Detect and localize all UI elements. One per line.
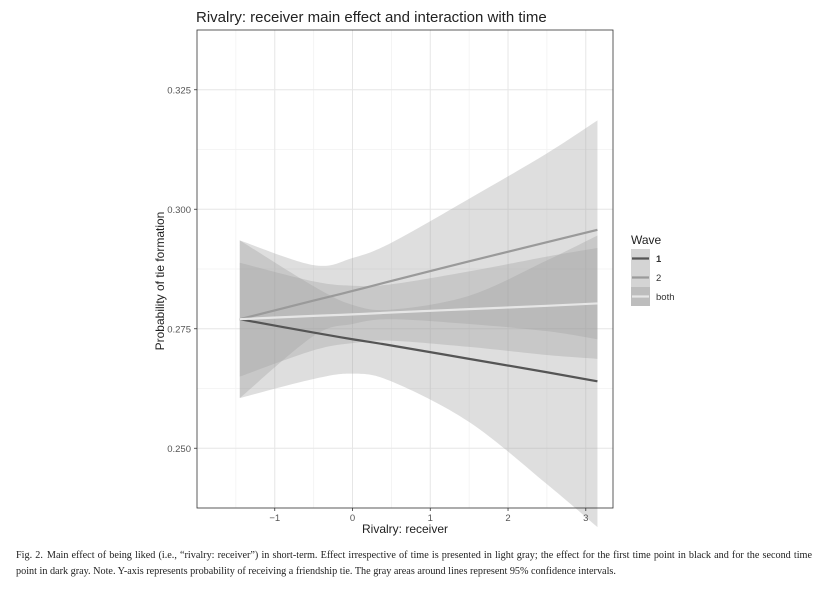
y-tick-label: 0.275 bbox=[167, 324, 191, 335]
legend-label-1: 1 bbox=[656, 254, 662, 265]
y-tick-label: 0.250 bbox=[167, 444, 191, 455]
caption-text: Main effect of being liked (i.e., “rival… bbox=[16, 550, 813, 577]
y-tick-label: 0.300 bbox=[167, 205, 191, 216]
chart: Rivalry: receiver main effect and intera… bbox=[153, 9, 675, 536]
chart-title: Rivalry: receiver main effect and intera… bbox=[196, 9, 547, 26]
x-tick-label: −1 bbox=[269, 513, 280, 524]
y-axis: 0.250 0.275 0.300 0.325 bbox=[167, 85, 197, 455]
x-tick-label: 2 bbox=[505, 513, 510, 524]
line-wave-2 bbox=[239, 228, 598, 321]
confidence-ribbons bbox=[239, 120, 598, 528]
legend-label-both: both bbox=[656, 292, 675, 303]
x-tick-label: 3 bbox=[583, 513, 588, 524]
caption-label: Fig. 2. bbox=[16, 550, 43, 561]
panel-border bbox=[196, 29, 614, 509]
x-tick-label: 1 bbox=[428, 513, 433, 524]
x-tick-label: 0 bbox=[350, 513, 355, 524]
y-tick-label: 0.325 bbox=[167, 85, 191, 96]
plot-panel bbox=[196, 29, 614, 528]
line-wave-both bbox=[239, 302, 598, 321]
y-axis-title: Probability of tie formation bbox=[153, 212, 167, 351]
legend: Wave 1 2 both bbox=[631, 233, 675, 306]
ribbon-wave-2 bbox=[239, 120, 598, 399]
x-axis-title: Rivalry: receiver bbox=[362, 522, 448, 536]
series-lines bbox=[239, 228, 598, 383]
legend-label-2: 2 bbox=[656, 273, 661, 284]
line-wave-1 bbox=[239, 318, 598, 383]
x-axis: −1 0 1 2 3 bbox=[269, 508, 588, 524]
legend-title: Wave bbox=[631, 233, 662, 247]
figure-caption: Fig. 2. Main effect of being liked (i.e.,… bbox=[16, 548, 812, 579]
